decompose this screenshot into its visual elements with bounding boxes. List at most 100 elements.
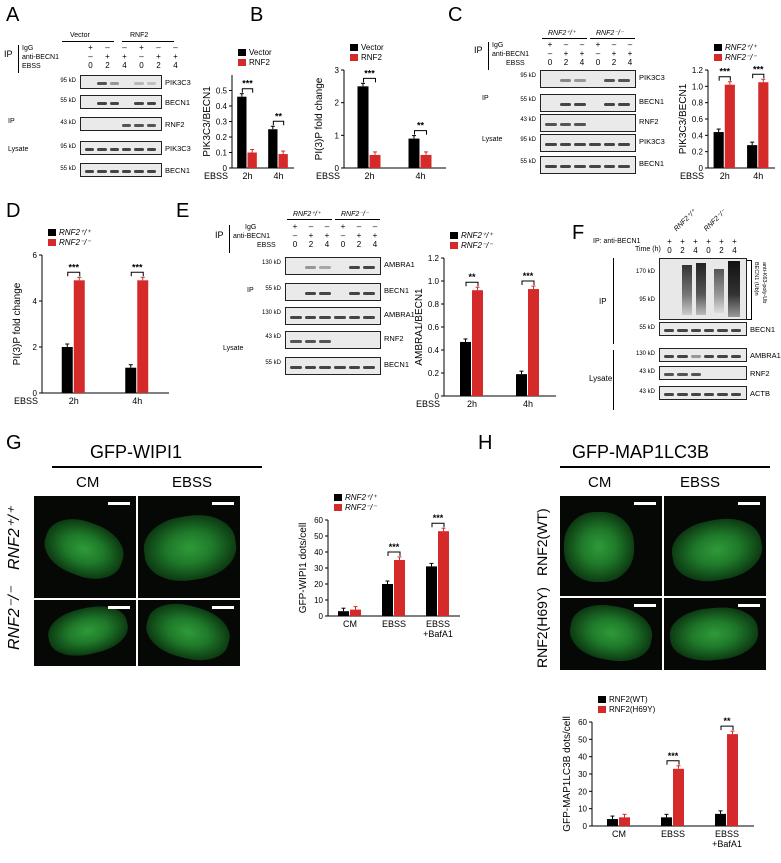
band [730, 392, 741, 396]
panel-label-h: H [478, 432, 493, 454]
bar [61, 347, 73, 393]
sign-cell: – [88, 52, 93, 61]
band [559, 142, 572, 146]
band [618, 164, 630, 168]
sig-bracket [241, 88, 254, 93]
band [589, 164, 601, 168]
mw-label: 55 kD [265, 286, 281, 292]
x-tick-label: 2h [720, 171, 730, 181]
band [677, 354, 688, 358]
legend-swatch [598, 696, 606, 703]
legend-label: RNF2 [361, 53, 382, 62]
x-tick-label: 4h [132, 396, 142, 406]
mw-label: 170 kD [635, 269, 655, 275]
sign-grid: + + + + + +0 2 4 0 2 4 [663, 237, 743, 257]
band [348, 265, 361, 269]
micrograph [34, 600, 136, 666]
sig-bracket [67, 271, 81, 277]
bar [758, 82, 769, 168]
band [589, 142, 601, 146]
scale-bar [108, 502, 130, 505]
y-tick-label: 30 [578, 770, 587, 779]
band [97, 147, 107, 151]
band [545, 122, 557, 126]
sign-cell: + [308, 231, 314, 240]
band [319, 365, 331, 369]
smear-bracket [747, 260, 752, 320]
bar [747, 145, 758, 168]
smear-lane [728, 261, 740, 317]
ub-label-antibody: anti-K63-poly-Ub [761, 262, 767, 304]
mw-label: 130 kD [635, 351, 655, 357]
row-label-ebss: EBSS [257, 242, 276, 249]
x-tick-label: EBSS [715, 829, 739, 839]
sign-cell: 0 [547, 58, 553, 67]
col-label-cm: CM [588, 474, 612, 491]
y-tick-label: 0.6 [428, 323, 440, 332]
y-tick-label: 30 [314, 564, 323, 573]
protein-label: ACTB [750, 389, 771, 398]
legend-label: RNF2⁻/⁻ [725, 53, 757, 62]
legend-label: RNF2⁺/⁺ [461, 231, 493, 240]
sign-cell: – [372, 222, 378, 231]
row-label-wt: RNF2(WT) [534, 508, 550, 576]
group-underline [287, 219, 332, 220]
x-tick-label: 4h [273, 171, 283, 181]
group-label-rnf2: RNF2 [130, 32, 149, 39]
band [618, 102, 630, 106]
y-tick-label: 1.0 [428, 277, 440, 286]
band [677, 328, 688, 332]
legend-swatch [450, 242, 458, 249]
title-rule [52, 466, 262, 468]
protein-label: RNF2 [384, 334, 404, 343]
bar [350, 609, 361, 616]
panel-g-images: GFP-WIPI1 CM EBSS RNF2⁺/⁺ RNF2⁻/⁻ [0, 440, 300, 670]
band [97, 81, 107, 85]
bar [727, 734, 738, 826]
sign-cell: + [667, 237, 672, 246]
x-axis-prefix: EBSS [14, 396, 38, 406]
y-tick-label: 3 [335, 66, 340, 75]
band [304, 315, 317, 319]
x-axis-prefix: EBSS [316, 171, 340, 181]
y-tick-label: 0.5 [216, 87, 228, 96]
legend-swatch [714, 54, 722, 61]
legend-label: RNF2⁺/⁺ [725, 43, 757, 52]
band [134, 169, 144, 173]
smear-lane [682, 265, 692, 315]
sig-bracket [521, 280, 535, 286]
mw-label: 95 kD [639, 297, 655, 303]
protein-label: BECN1 [384, 360, 410, 369]
title-rule [560, 466, 770, 468]
sign-cell: + [324, 231, 330, 240]
legend-swatch [238, 59, 246, 66]
sign-cell: 4 [173, 61, 178, 70]
y-tick-label: 0.2 [692, 148, 704, 157]
micrograph [560, 598, 662, 670]
band [134, 147, 144, 151]
row-label-igg: IgG [22, 45, 34, 52]
y-tick-label: 1.0 [692, 82, 704, 91]
y-tick-label: 4 [33, 297, 38, 306]
band [690, 354, 701, 358]
significance-label: *** [433, 513, 444, 523]
band [304, 365, 317, 369]
blot-strip [80, 95, 162, 109]
sign-cell: 4 [372, 240, 378, 249]
group-label-wt: RNF2⁺/⁺ [673, 208, 698, 233]
chart-panel-h: RNF2(WT)RNF2(H69Y) 0 10 20 30 40 50 60 GFP-MAP1L… [562, 695, 754, 849]
sign-cell: + [547, 40, 553, 49]
band [146, 147, 156, 151]
significance-label: *** [523, 271, 534, 281]
protein-label: RNF2 [165, 120, 185, 129]
panel-label-f: F [572, 222, 585, 244]
group-underline [335, 219, 380, 220]
micrograph [560, 496, 662, 596]
scale-bar [212, 606, 234, 609]
y-tick-label: 0.4 [692, 131, 704, 140]
bar [661, 817, 672, 826]
sign-cell: – [579, 40, 585, 49]
x-tick-label: 4h [415, 171, 425, 181]
x-tick-label: CM [612, 829, 626, 839]
band [730, 354, 741, 358]
